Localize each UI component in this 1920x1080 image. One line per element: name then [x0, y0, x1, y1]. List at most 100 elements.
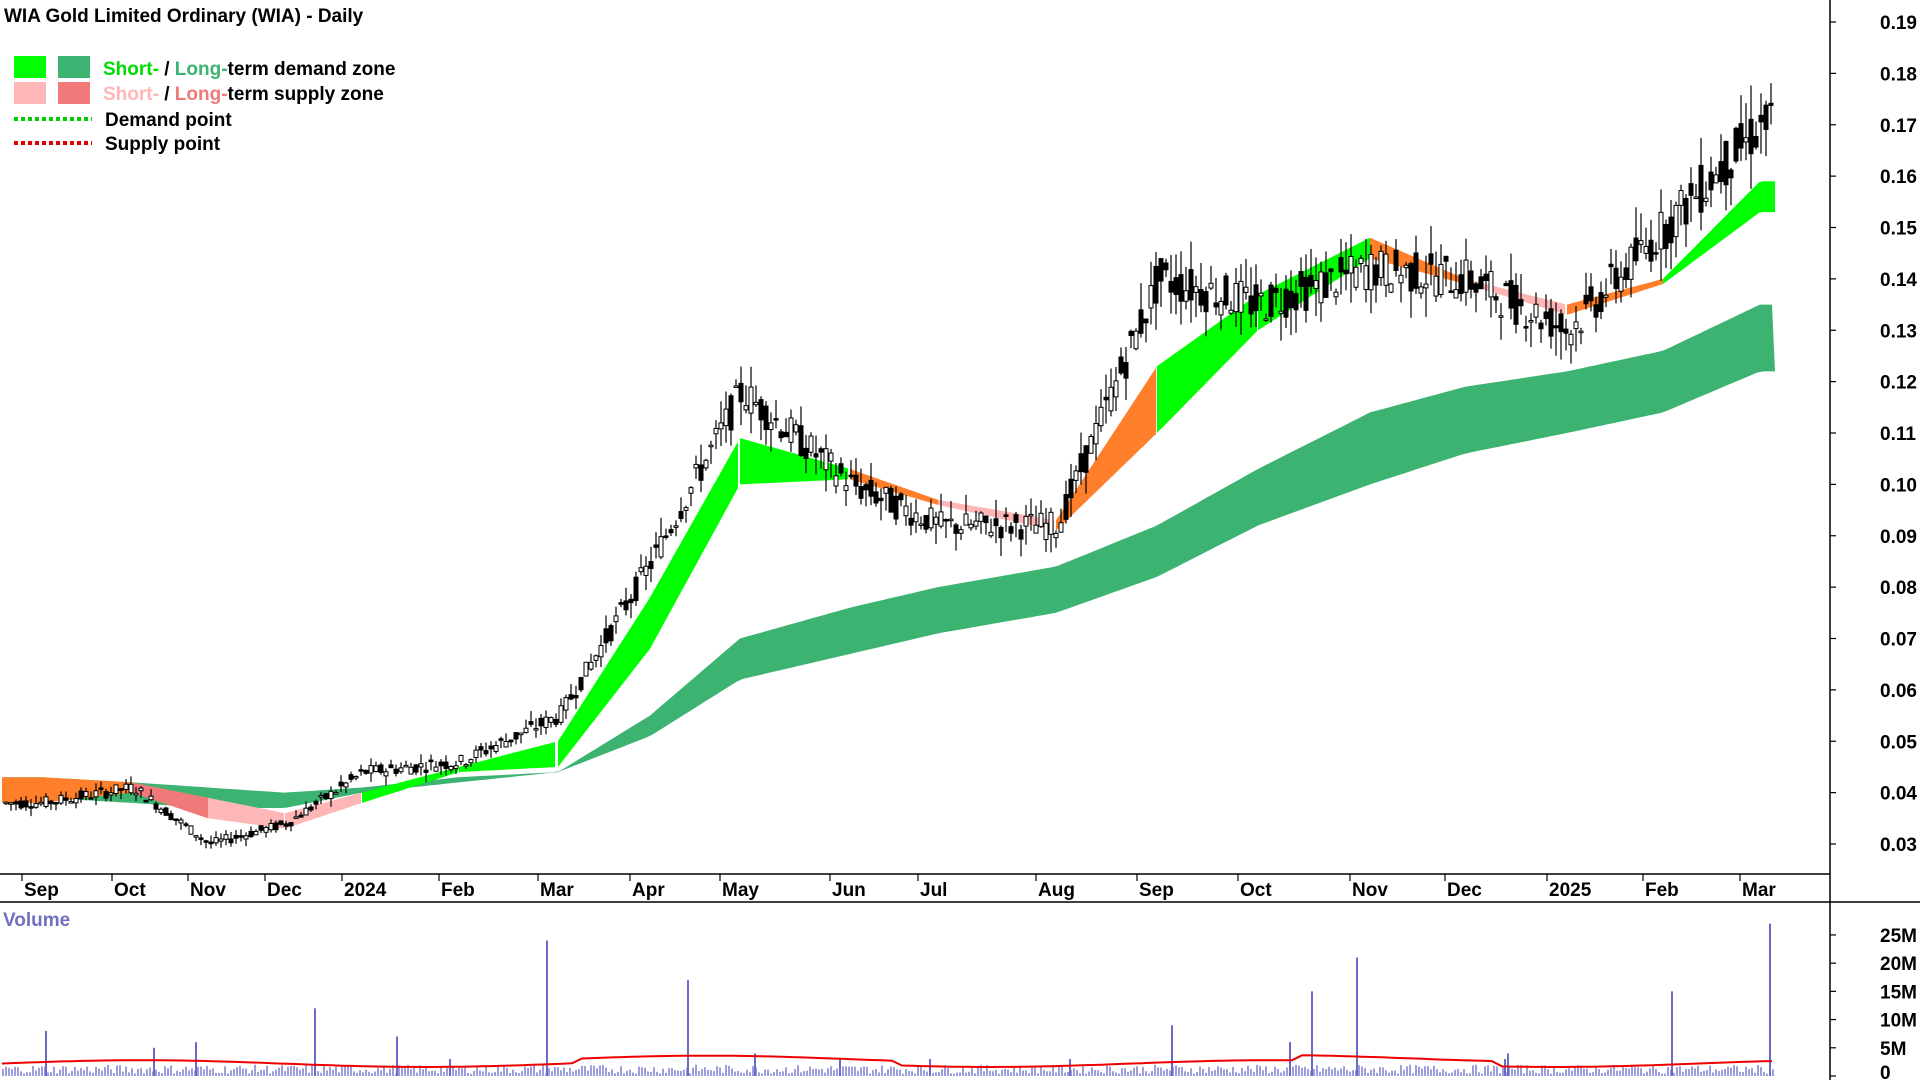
- candle-body: [138, 787, 144, 792]
- candle-body: [548, 717, 554, 723]
- candle-body: [38, 801, 44, 805]
- candle-body: [368, 765, 374, 774]
- candle-body: [263, 826, 269, 833]
- candle-body: [1538, 322, 1544, 330]
- candle-body: [1648, 239, 1654, 262]
- candle-body: [143, 799, 149, 803]
- price-tick-label: 0.11: [1880, 424, 1916, 445]
- candle-body: [1563, 328, 1569, 334]
- candle-body: [83, 791, 89, 797]
- candle-body: [623, 600, 629, 611]
- candle-body: [1438, 263, 1444, 296]
- candle-body: [503, 741, 509, 748]
- candle-body: [1033, 524, 1039, 534]
- time-tick-label: Feb: [441, 880, 475, 901]
- candle-body: [28, 806, 34, 809]
- time-tick-label: Dec: [267, 880, 302, 901]
- candle-body: [203, 840, 209, 843]
- candle-body: [758, 399, 764, 421]
- candle-body: [1413, 252, 1419, 289]
- candle-body: [1223, 275, 1229, 306]
- legend-long-supply-swatch: [58, 82, 90, 104]
- candle-body: [528, 721, 534, 725]
- candle-body: [1358, 257, 1364, 265]
- candle-body: [583, 661, 589, 677]
- candle-body: [728, 395, 734, 431]
- candle-body: [698, 464, 704, 481]
- candle-body: [1188, 269, 1194, 301]
- candle-body: [1023, 515, 1029, 527]
- candle-body: [1703, 197, 1709, 202]
- candle-body: [1668, 216, 1674, 244]
- candle-body: [1198, 289, 1204, 306]
- candle-body: [713, 427, 719, 435]
- candle-body: [1338, 257, 1344, 273]
- candle-body: [1243, 286, 1249, 293]
- candle-body: [223, 834, 229, 840]
- candle-body: [1598, 292, 1604, 313]
- candle-body: [653, 544, 659, 548]
- candle-body: [988, 531, 994, 537]
- candle-body: [518, 732, 524, 736]
- candle-body: [813, 453, 819, 458]
- candle-body: [1523, 326, 1529, 329]
- candle-body: [643, 565, 649, 576]
- candle-body: [158, 808, 164, 814]
- candle-body: [1428, 253, 1434, 265]
- candle-body: [1718, 161, 1724, 182]
- candle-body: [1723, 140, 1729, 186]
- candle-body: [1013, 514, 1019, 523]
- candle-body: [233, 834, 239, 839]
- volume-tick-label: 0: [1880, 1063, 1891, 1080]
- candle-body: [993, 518, 999, 527]
- candle-body: [918, 523, 924, 526]
- candle-body: [1558, 313, 1564, 333]
- candle-body: [858, 486, 864, 499]
- legend-supply-rest: term supply zone: [228, 84, 384, 105]
- time-tick-label: 2025: [1549, 880, 1592, 901]
- candle-body: [848, 474, 854, 478]
- candle-body: [378, 764, 384, 773]
- candle-body: [1568, 333, 1574, 346]
- candle-body: [1768, 102, 1774, 106]
- candle-body: [148, 795, 154, 801]
- candle-body: [553, 718, 559, 725]
- candle-body: [418, 763, 424, 768]
- candle-body: [1068, 478, 1074, 499]
- candle-body: [1043, 522, 1049, 541]
- candle-body: [688, 487, 694, 494]
- candle-body: [1238, 280, 1244, 313]
- candle-body: [1298, 271, 1304, 287]
- candle-body: [883, 486, 889, 494]
- candle-body: [433, 766, 439, 772]
- candle-body: [288, 822, 294, 827]
- candle-body: [1403, 264, 1409, 269]
- time-tick-label: Oct: [114, 880, 146, 901]
- candle-body: [828, 452, 834, 462]
- candle-body: [668, 529, 674, 534]
- price-tick-label: 0.17: [1880, 116, 1917, 137]
- candle-body: [1763, 104, 1769, 130]
- candle-body: [1443, 255, 1449, 262]
- candle-body: [1508, 280, 1514, 309]
- candle-body: [1473, 283, 1479, 293]
- candle-body: [468, 759, 474, 764]
- candle-body: [833, 475, 839, 487]
- candle-body: [123, 783, 129, 790]
- price-tick-label: 0.19: [1880, 13, 1917, 34]
- volume-tick-label: 15M: [1880, 982, 1917, 1003]
- candle-body: [578, 676, 584, 691]
- candle-body: [313, 800, 319, 805]
- candle-body: [208, 841, 214, 845]
- candle-body: [18, 800, 24, 809]
- candle-body: [953, 524, 959, 534]
- candle-body: [1168, 280, 1174, 293]
- candle-body: [1418, 286, 1424, 294]
- candle-body: [683, 507, 689, 511]
- candle-body: [618, 602, 624, 605]
- candle-body: [248, 830, 254, 838]
- time-tick-label: May: [722, 880, 759, 901]
- candle-body: [878, 497, 884, 502]
- candle-body: [853, 474, 859, 487]
